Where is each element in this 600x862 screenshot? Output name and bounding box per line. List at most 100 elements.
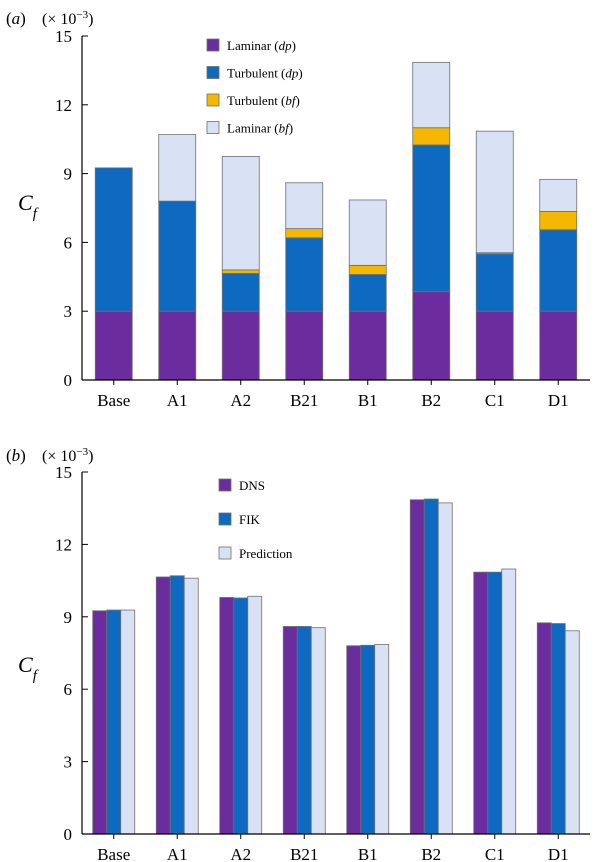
bar-d1-fik xyxy=(550,623,566,835)
bar-d1-turbulent-dp xyxy=(539,229,578,312)
bar-base-laminar-dp xyxy=(94,310,133,381)
y-scale-label: (× 10−3) xyxy=(42,446,93,465)
legend-swatch-prediction xyxy=(218,546,232,560)
bar-d1-laminar-dp xyxy=(539,310,578,381)
bar-a2-fik xyxy=(233,597,249,835)
legend-swatch-fik xyxy=(218,512,232,526)
bar-b21-fik xyxy=(296,626,312,835)
x-tick-label-a2: A2 xyxy=(230,391,251,410)
legend-label-turbulent-dp: Turbulent (dp) xyxy=(227,66,303,81)
y-tick-label-3: 3 xyxy=(64,302,73,321)
bar-b2-turbulent-dp xyxy=(412,144,451,293)
panel-label: (b) xyxy=(6,446,26,465)
y-tick-label-0: 0 xyxy=(64,825,73,844)
bar-a2-prediction xyxy=(247,595,263,835)
x-tick-label-c1: C1 xyxy=(485,391,505,410)
y-tick-label-12: 12 xyxy=(55,535,72,554)
bar-a2-turbulent-dp xyxy=(221,272,260,312)
bar-b1-laminar-bf xyxy=(348,199,387,266)
bars xyxy=(92,498,580,835)
bar-a2-turbulent-bf xyxy=(221,269,260,274)
legend-label-laminar-dp: Laminar (dp) xyxy=(227,38,296,53)
bar-d1-turbulent-bf xyxy=(539,211,578,231)
bars xyxy=(94,61,578,381)
bar-a2-laminar-bf xyxy=(221,155,260,271)
bar-c1-fik xyxy=(487,571,503,835)
x-tick-label-base: Base xyxy=(97,391,130,410)
y-tick-label-15: 15 xyxy=(55,463,72,482)
bar-a1-dns xyxy=(155,576,171,835)
x-tick-label-b21: B21 xyxy=(290,391,318,410)
bar-b2-fik xyxy=(423,498,439,835)
bar-base-prediction xyxy=(120,609,136,835)
x-tick-label-a1: A1 xyxy=(167,845,188,862)
y-tick-label-9: 9 xyxy=(64,165,73,184)
bar-b2-prediction xyxy=(437,502,453,835)
legend-label-fik: FIK xyxy=(239,512,261,527)
legend: Laminar (dp) Turbulent (dp) Turbulent (bf)… xyxy=(206,38,303,136)
legend-swatch-dns xyxy=(218,478,232,492)
y-tick-label-12: 12 xyxy=(55,96,72,115)
bar-c1-turbulent-dp xyxy=(475,253,514,312)
bar-c1-laminar-dp xyxy=(475,310,514,381)
bar-b2-turbulent-bf xyxy=(412,127,451,146)
y-tick-label-15: 15 xyxy=(55,27,72,46)
x-tick-label-b2: B2 xyxy=(421,845,441,862)
x-tick-label-b1: B1 xyxy=(358,391,378,410)
bar-b1-turbulent-dp xyxy=(348,274,387,312)
chart-panel-b: (b) (× 10−3) Cf Base A1 A2 B21 B1 B2 C1 D1 0 3 6 9 12 15… xyxy=(6,446,590,862)
bar-c1-prediction xyxy=(501,568,517,835)
bar-d1-dns xyxy=(536,622,552,835)
bar-a1-laminar-dp xyxy=(158,310,197,381)
bar-d1-prediction xyxy=(564,630,580,835)
bar-d1-laminar-bf xyxy=(539,178,578,212)
y-axis-label: Cf xyxy=(18,652,39,684)
bar-base-dns xyxy=(92,610,108,835)
bar-b2-laminar-dp xyxy=(412,291,451,381)
x-tick-label-base: Base xyxy=(97,845,130,862)
bar-a1-turbulent-dp xyxy=(158,200,197,312)
bar-c1-dns xyxy=(473,571,489,835)
panel-label: (a) xyxy=(6,9,26,28)
bar-b1-fik xyxy=(360,644,376,835)
legend-label-prediction: Prediction xyxy=(239,546,293,561)
legend-swatch-turbulent-bf xyxy=(206,93,220,107)
chart-panel-a: (a) (× 10−3) Cf Base A1 A2 B21 B1 B2 C1 D1 0 3 6 9 12 15… xyxy=(6,9,590,410)
legend: DNS FIK Prediction xyxy=(218,478,293,561)
legend-swatch-turbulent-dp xyxy=(206,66,220,79)
x-tick-label-a2: A2 xyxy=(230,845,251,862)
bar-base-turbulent-dp xyxy=(94,167,133,312)
bar-b1-laminar-dp xyxy=(348,310,387,381)
bar-a1-prediction xyxy=(183,577,199,835)
legend-label-dns: DNS xyxy=(239,478,265,493)
x-tick-label-b21: B21 xyxy=(290,845,318,862)
bar-b21-laminar-dp xyxy=(285,310,324,381)
x-tick-label-b1: B1 xyxy=(358,845,378,862)
bar-b1-dns xyxy=(346,645,362,835)
legend-swatch-laminar-dp xyxy=(206,38,220,52)
x-tick-label-a1: A1 xyxy=(167,391,188,410)
bar-a1-laminar-bf xyxy=(158,134,197,202)
bar-a1-fik xyxy=(169,575,185,835)
legend-swatch-laminar-bf xyxy=(206,121,220,134)
bar-b21-prediction xyxy=(310,627,326,835)
x-tick-label-c1: C1 xyxy=(485,845,505,862)
legend-label-laminar-bf: Laminar (bf) xyxy=(227,121,293,136)
y-tick-label-6: 6 xyxy=(64,233,73,252)
bar-a2-dns xyxy=(219,597,235,835)
bar-b21-laminar-bf xyxy=(285,182,324,230)
bar-b21-turbulent-bf xyxy=(285,228,324,239)
bar-b1-turbulent-bf xyxy=(348,264,387,275)
x-tick-label-b2: B2 xyxy=(421,391,441,410)
y-tick-label-9: 9 xyxy=(64,608,73,627)
bar-a2-laminar-dp xyxy=(221,310,260,381)
y-scale-label: (× 10−3) xyxy=(42,9,93,28)
bar-base-fik xyxy=(106,609,122,835)
y-tick-label-3: 3 xyxy=(64,753,73,772)
x-tick-label-d1: D1 xyxy=(548,391,569,410)
bar-c1-laminar-bf xyxy=(475,130,514,254)
y-tick-label-0: 0 xyxy=(64,371,73,390)
bar-b2-dns xyxy=(409,499,425,835)
bar-b2-laminar-bf xyxy=(412,61,451,129)
